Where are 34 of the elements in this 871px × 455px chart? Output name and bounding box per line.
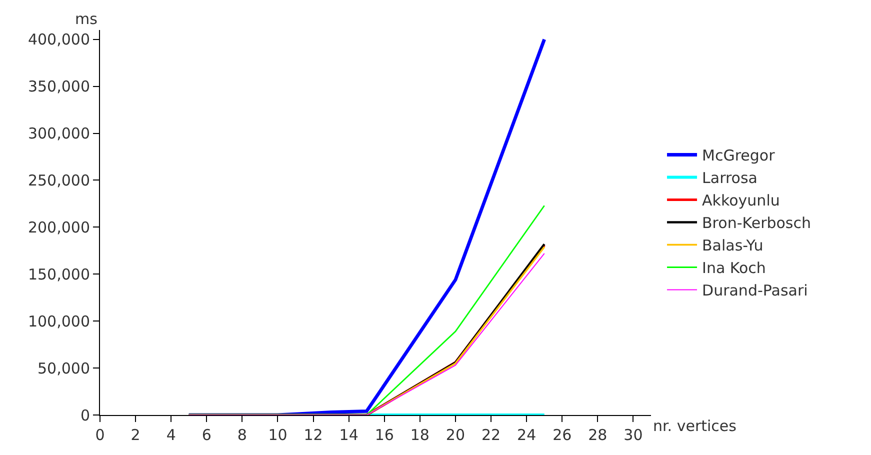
x-axis-title: nr. vertices bbox=[653, 417, 737, 435]
x-tick-label: 2 bbox=[130, 426, 140, 444]
legend-label: Larrosa bbox=[702, 169, 758, 188]
y-tick-label: 250,000 bbox=[28, 171, 90, 190]
legend-label: Balas-Yu bbox=[702, 236, 764, 255]
x-tick-label: 20 bbox=[446, 426, 466, 444]
y-tick-label: 50,000 bbox=[38, 359, 90, 378]
x-tick-label: 18 bbox=[410, 426, 430, 444]
x-tick-label: 8 bbox=[237, 426, 247, 444]
x-tick-label: 14 bbox=[339, 426, 358, 444]
y-tick-label: 150,000 bbox=[28, 265, 90, 284]
x-tick-label: 10 bbox=[268, 426, 288, 444]
x-tick-label: 22 bbox=[481, 426, 501, 444]
legend-label: Ina Koch bbox=[702, 259, 766, 278]
y-tick-label: 400,000 bbox=[28, 30, 90, 49]
y-tick-label: 0 bbox=[80, 406, 90, 424]
x-tick-label: 16 bbox=[374, 426, 394, 444]
y-tick-label: 300,000 bbox=[28, 124, 90, 143]
x-tick-label: 6 bbox=[202, 426, 212, 444]
x-tick-label: 0 bbox=[95, 426, 105, 444]
y-tick-label: 200,000 bbox=[28, 218, 90, 236]
legend-label: Bron-Kerbosch bbox=[702, 214, 812, 232]
y-tick-label: 350,000 bbox=[28, 78, 90, 96]
x-tick-label: 26 bbox=[552, 426, 572, 444]
y-tick-label: 100,000 bbox=[28, 312, 90, 330]
legend-label: McGregor bbox=[702, 146, 776, 165]
x-tick-label: 30 bbox=[624, 426, 643, 444]
x-tick-label: 4 bbox=[166, 426, 176, 444]
y-axis-title: ms bbox=[75, 10, 98, 28]
x-tick-label: 12 bbox=[304, 426, 323, 444]
legend-label: Akkoyunlu bbox=[702, 192, 780, 210]
legend-label: Durand-Pasari bbox=[702, 282, 808, 300]
x-tick-label: 24 bbox=[517, 426, 536, 444]
x-tick-label: 28 bbox=[588, 426, 608, 444]
